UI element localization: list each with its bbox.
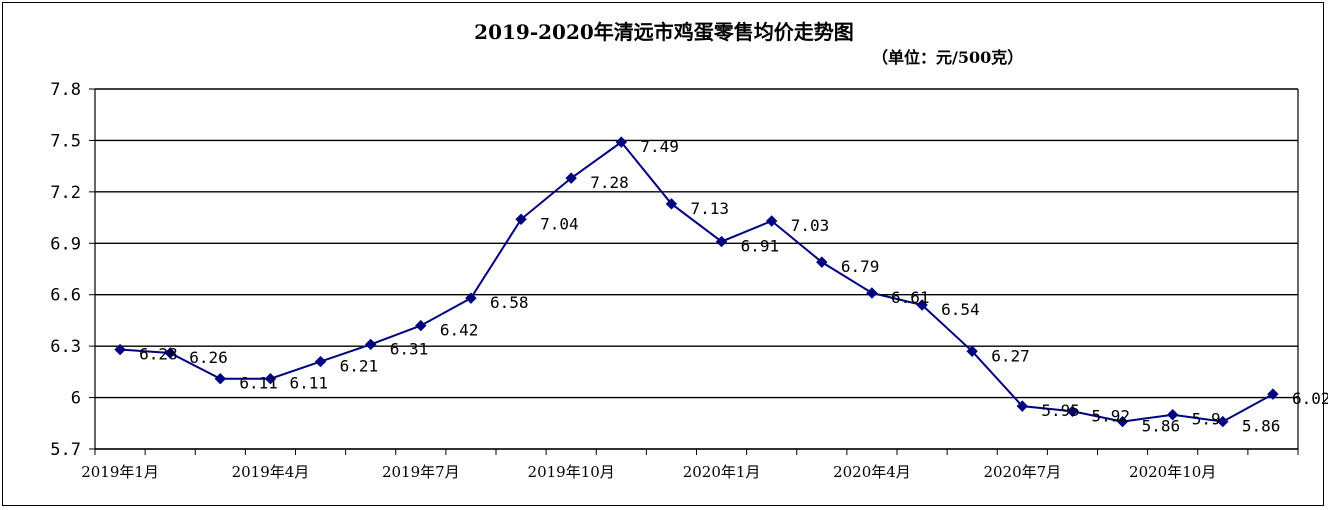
data-label: 7.04	[540, 214, 579, 233]
axes	[89, 88, 1299, 455]
x-tick-label: 2019年4月	[232, 463, 310, 481]
data-point	[1016, 400, 1029, 412]
data-label: 5.92	[1091, 406, 1130, 425]
data-label: 5.9	[1192, 410, 1221, 429]
data-label: 6.28	[139, 345, 178, 364]
data-label: 6.31	[390, 339, 429, 358]
y-tick-label: 6	[71, 389, 81, 409]
data-label: 6.91	[741, 237, 780, 256]
x-tick-label: 2020年1月	[683, 463, 761, 481]
y-tick-label: 7.8	[50, 80, 81, 100]
data-label: 7.13	[690, 199, 729, 218]
data-label: 6.26	[189, 348, 228, 367]
x-tick-label: 2020年4月	[833, 463, 911, 481]
series	[114, 136, 1279, 428]
data-label: 5.86	[1142, 417, 1181, 436]
data-label: 6.21	[340, 357, 379, 376]
data-label: 6.02	[1292, 389, 1328, 408]
data-label: 6.61	[891, 288, 930, 307]
series-line	[119, 140, 1274, 423]
data-label: 7.03	[791, 216, 830, 235]
data-point	[916, 299, 928, 311]
data-point	[264, 373, 277, 385]
data-label: 6.27	[991, 346, 1030, 365]
data-point	[715, 235, 728, 248]
data-point	[1267, 388, 1279, 400]
data-label: 6.11	[289, 374, 328, 393]
x-tick-label: 2019年1月	[81, 463, 159, 481]
data-label: 6.58	[490, 293, 529, 312]
y-tick-label: 6.3	[50, 337, 81, 357]
data-point	[1166, 409, 1179, 421]
y-tick-label: 6.6	[50, 286, 81, 306]
data-point	[465, 292, 477, 304]
data-point	[866, 287, 878, 299]
x-tick-label: 2019年7月	[382, 463, 460, 481]
y-tick-label: 7.2	[50, 183, 81, 203]
x-tick-label: 2019年10月	[528, 463, 615, 481]
gridlines	[95, 88, 1298, 450]
chart-unit: （单位：元/500克）	[872, 48, 1024, 67]
data-label: 7.49	[640, 137, 679, 156]
data-point	[665, 198, 678, 210]
data-point	[314, 355, 327, 368]
data-point	[1066, 405, 1079, 417]
data-point	[415, 319, 427, 332]
y-tick-label: 7.5	[50, 131, 81, 151]
data-point	[615, 136, 628, 148]
data-point	[816, 256, 828, 268]
y-tick-labels: 5.7 6 6.3 6.6 6.9 7.2 7.5 7.8	[50, 80, 81, 460]
data-point	[164, 347, 176, 359]
data-labels: 6.28 6.26 6.11 6.11 6.21 6.31 6.42 6.58 7.04 7.28…	[139, 137, 1328, 435]
x-tick-labels: 2019年1月 2019年4月 2019年7月 2019年10月 2020年1月 2020…	[81, 463, 1216, 481]
data-point	[114, 343, 126, 356]
data-point	[966, 345, 978, 357]
data-label: 6.42	[440, 321, 479, 340]
data-point	[765, 215, 778, 227]
data-label: 7.28	[590, 173, 629, 192]
data-point	[515, 213, 527, 225]
data-label: 5.95	[1041, 401, 1080, 420]
x-tick-label: 2020年10月	[1129, 463, 1216, 481]
data-label: 6.11	[239, 374, 278, 393]
data-label: 5.86	[1242, 417, 1281, 436]
y-tick-label: 5.7	[50, 440, 81, 460]
data-point	[214, 373, 227, 385]
x-tick-label: 2020年7月	[983, 463, 1061, 481]
data-point	[1217, 415, 1229, 428]
data-label: 6.79	[841, 257, 880, 276]
data-point	[1116, 415, 1129, 428]
y-tick-label: 6.9	[50, 234, 81, 254]
data-point	[364, 338, 377, 351]
chart-title: 2019-2020年清远市鸡蛋零售均价走势图	[474, 20, 854, 44]
data-point	[565, 172, 577, 184]
data-label: 6.54	[941, 300, 980, 319]
